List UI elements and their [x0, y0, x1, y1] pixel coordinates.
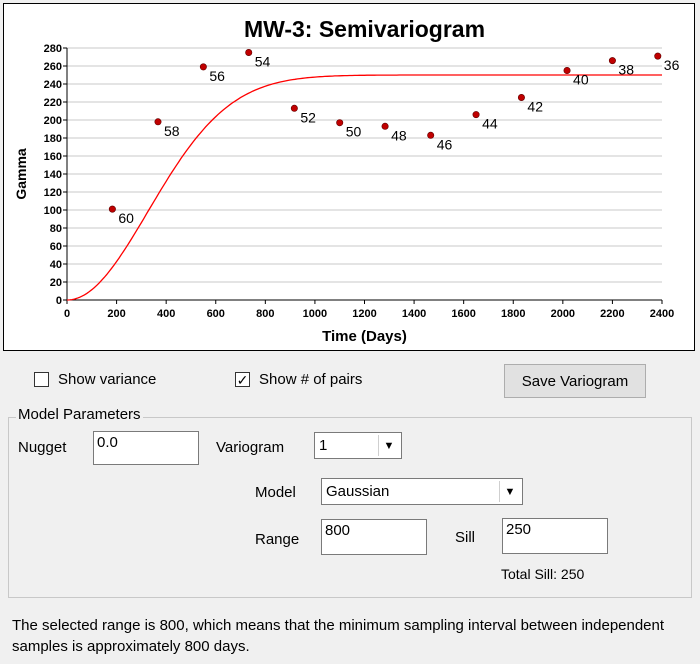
x-tick-label: 2000 [551, 308, 575, 320]
data-point [654, 52, 662, 60]
y-tick-label: 200 [44, 115, 62, 127]
y-tick-label: 140 [44, 169, 62, 181]
pair-count-label: 52 [300, 109, 316, 125]
x-tick-label: 400 [157, 308, 175, 320]
pair-count-label: 44 [482, 116, 498, 132]
data-point [245, 48, 253, 56]
sill-label: Sill [455, 529, 476, 546]
pair-count-label: 46 [437, 136, 453, 152]
x-tick-label: 800 [256, 308, 274, 320]
x-tick-label: 1000 [303, 308, 327, 320]
show-pairs-box[interactable]: ✓ [235, 372, 250, 387]
pair-count-label: 60 [118, 210, 134, 226]
chart-svg: 0 20 40 60 80 100 120 140 160 180 200 220 240 260 280 0… [13, 16, 680, 345]
data-point [199, 63, 207, 71]
pair-count-label: 42 [527, 99, 543, 115]
x-tick-label: 600 [207, 308, 225, 320]
model-label: Model [255, 484, 296, 501]
data-point [108, 205, 116, 213]
data-point [563, 66, 571, 74]
pair-count-label: 56 [209, 68, 225, 84]
y-tick-label: 40 [50, 259, 62, 271]
nugget-input[interactable]: 0.0 [93, 431, 199, 465]
variogram-select[interactable]: 1 ▼ [314, 432, 402, 459]
y-tick-label: 240 [44, 79, 62, 91]
y-tick-label: 100 [44, 205, 62, 217]
pair-count-label: 58 [164, 123, 180, 139]
y-tick-label: 160 [44, 151, 62, 163]
nugget-label: Nugget [18, 439, 67, 456]
pair-count-label: 36 [664, 57, 680, 73]
range-label: Range [255, 531, 300, 548]
pair-count-label: 48 [391, 127, 407, 143]
pair-count-label: 40 [573, 72, 589, 88]
data-point [154, 118, 162, 126]
chart-title: MW-3: Semivariogram [244, 16, 485, 42]
variogram-label: Variogram [216, 439, 285, 456]
y-tick-label: 180 [44, 133, 62, 145]
model-parameters-title: Model Parameters [16, 406, 143, 423]
y-tick-label: 80 [50, 223, 62, 235]
pair-count-label: 50 [346, 124, 362, 140]
data-point [427, 131, 435, 139]
data-point [608, 57, 616, 65]
show-pairs-label: Show # of pairs [259, 371, 363, 388]
show-variance-checkbox[interactable]: Show variance [34, 371, 156, 388]
y-tick-label: 0 [56, 295, 62, 307]
x-tick-label: 1800 [501, 308, 525, 320]
y-tick-label: 220 [44, 97, 62, 109]
data-point [381, 122, 389, 130]
x-tick-label: 0 [64, 308, 70, 320]
chevron-down-icon[interactable]: ▼ [378, 435, 399, 456]
check-mark-icon: ✓ [236, 371, 249, 388]
variogram-value: 1 [319, 437, 328, 454]
x-axis-label: Time (Days) [322, 328, 407, 345]
x-tick-label: 2200 [600, 308, 624, 320]
data-point [336, 119, 344, 127]
y-tick-label: 260 [44, 61, 62, 73]
sill-input[interactable]: 250 [502, 518, 608, 554]
chevron-down-icon[interactable]: ▼ [499, 481, 520, 502]
semivariogram-chart: 0 20 40 60 80 100 120 140 160 180 200 220 240 260 280 0… [3, 3, 695, 351]
model-value: Gaussian [326, 483, 390, 500]
x-tick-label: 1200 [352, 308, 376, 320]
pair-count-label: 54 [255, 54, 271, 70]
model-parameters-group [8, 417, 692, 598]
y-axis-label: Gamma [13, 148, 29, 200]
y-tick-label: 20 [50, 277, 62, 289]
model-curve [66, 74, 662, 301]
data-point [290, 104, 298, 112]
y-tick-label: 120 [44, 187, 62, 199]
range-explanation-text: The selected range is 800, which means t… [12, 617, 665, 655]
total-sill-text: Total Sill: 250 [501, 566, 585, 582]
data-point [472, 111, 480, 119]
show-variance-label: Show variance [58, 371, 157, 388]
x-tick-label: 1600 [451, 308, 475, 320]
y-tick-label: 60 [50, 241, 62, 253]
model-select[interactable]: Gaussian ▼ [321, 478, 523, 505]
x-tick-label: 2400 [650, 308, 674, 320]
show-variance-box[interactable] [34, 372, 49, 387]
pair-count-label: 38 [618, 62, 634, 78]
save-variogram-button[interactable]: Save Variogram [504, 364, 646, 398]
y-tick-label: 280 [44, 43, 62, 55]
show-pairs-checkbox[interactable]: ✓ Show # of pairs [235, 371, 362, 388]
data-point [517, 94, 525, 102]
range-input[interactable]: 800 [321, 519, 427, 555]
x-tick-label: 1400 [402, 308, 426, 320]
x-tick-label: 200 [107, 308, 125, 320]
